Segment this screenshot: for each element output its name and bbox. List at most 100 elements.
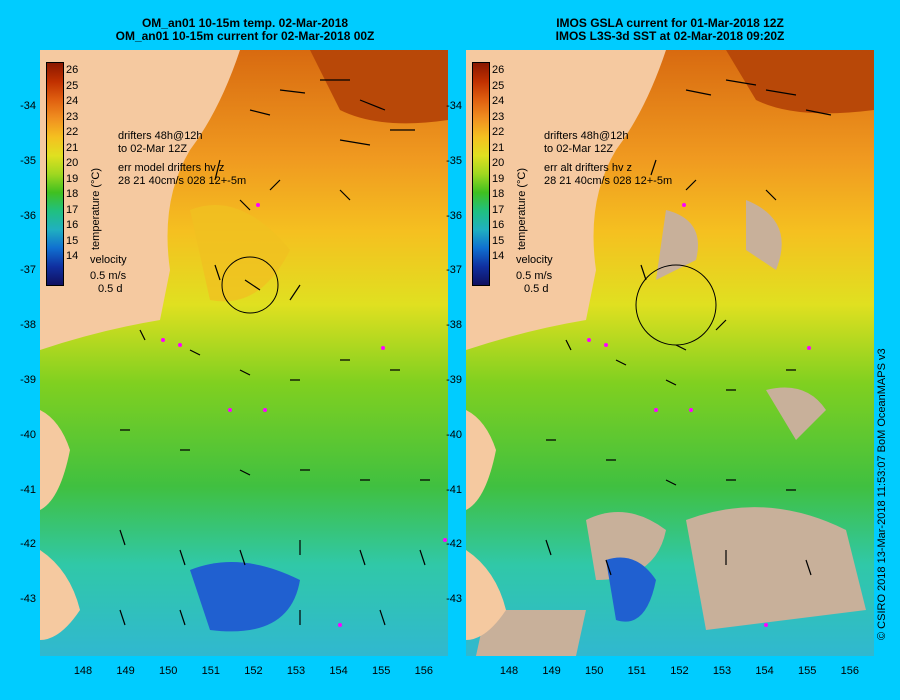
y-axis-label: -40 (20, 428, 36, 441)
x-axis-label: 151 (627, 665, 646, 677)
colorbar-tick: 22 (492, 126, 505, 138)
colorbar-tick: 19 (66, 172, 79, 185)
y-axis-label: -41 (446, 483, 462, 496)
colorbar-tick: 17 (66, 203, 79, 216)
colorbar-tick: 18 (66, 188, 79, 200)
warm-core-right (726, 50, 874, 114)
y-axis-label: -36 (20, 209, 36, 222)
err-note-right-line1: err alt drifters hv z (544, 162, 633, 174)
drifter-dots (161, 203, 447, 627)
eddy-ring-right (635, 264, 717, 346)
velocity-legend: velocity 0.5 m/s 0.5 d (90, 254, 127, 296)
colorbar-tick: 21 (492, 141, 505, 154)
y-axis-label: -40 (446, 428, 462, 441)
y-axis-label: -39 (20, 374, 36, 386)
drifter-note: drifters 48h@12h to 02-Mar 12Z err model… (118, 130, 246, 188)
colorbar-tick: 16 (66, 219, 79, 231)
colorbar-tick: 17 (492, 203, 505, 216)
right-colorbar (472, 62, 490, 286)
colorbar-tick: 19 (492, 172, 505, 185)
x-axis-label: 149 (542, 665, 561, 677)
y-axis-label: -42 (20, 538, 36, 551)
right-title: IMOS GSLA current for 01-Mar-2018 12Z IM… (465, 17, 875, 43)
y-axis-label: -35 (20, 154, 36, 167)
colorbar-tick: 22 (66, 126, 79, 138)
credit-text: © CSIRO 2018 13-Mar-2018 11:53:07 BoM Oc… (876, 348, 888, 640)
drifter-note-line2: to 02-Mar 12Z (118, 143, 188, 155)
x-axis-label: 154 (755, 665, 774, 677)
y-axis-label: -38 (20, 319, 36, 332)
x-axis-label: 148 (499, 665, 519, 677)
y-axis-label: -35 (446, 154, 462, 167)
drifter-note-line1: drifters 48h@12h (118, 130, 203, 142)
colorbar-tick: 15 (66, 234, 79, 247)
eddy-warm (190, 205, 290, 302)
land-island (40, 410, 70, 510)
x-axis-label: 148 (73, 665, 93, 677)
colorbar-tick: 14 (66, 250, 79, 262)
cold-patch (190, 562, 300, 632)
y-axis-label: -34 (20, 100, 36, 112)
drifter-note-right-line2: to 02-Mar 12Z (544, 143, 614, 155)
left-map-svg (40, 50, 448, 656)
velocity-days-right: 0.5 d (524, 283, 549, 295)
y-axis-label: -43 (20, 593, 36, 606)
colorbar-tick: 18 (492, 188, 505, 200)
y-axis-label: -37 (446, 264, 462, 277)
drifter-note-right: drifters 48h@12h to 02-Mar 12Z err alt d… (544, 130, 672, 188)
err-note-line1: err model drifters hv z (118, 162, 225, 174)
colorbar-tick: 21 (66, 141, 79, 154)
colorbar-tick: 20 (66, 157, 79, 169)
land-tasmania-right (466, 550, 506, 640)
x-axis-label: 151 (201, 665, 220, 677)
y-axis-label: -36 (446, 209, 462, 222)
x-axis-label: 155 (372, 665, 391, 677)
land-mainland (40, 50, 240, 350)
eddy-ring (221, 256, 279, 314)
x-axis-label: 156 (840, 665, 859, 677)
right-map-panel: 26 25 24 23 22 21 20 19 18 17 16 15 14 temperature (… (466, 50, 874, 656)
x-axis-label: 155 (798, 665, 817, 677)
land-mainland-right (466, 50, 666, 350)
y-axis-label: -34 (446, 100, 462, 112)
colorbar-tick: 26 (66, 64, 79, 76)
colorbar-tick: 23 (66, 110, 79, 123)
colorbar-title: temperature (°C) (90, 167, 102, 250)
y-axis-label: -38 (446, 319, 462, 332)
colorbar-tick: 25 (66, 79, 79, 92)
colorbar-tick: 24 (66, 95, 79, 107)
left-map-panel: 26 25 24 23 22 21 20 19 18 17 16 15 14 temperature (… (40, 50, 448, 656)
x-axis-label: 152 (670, 665, 689, 677)
left-title-line1: OM_an01 10-15m temp. 02-Mar-2018 (141, 16, 349, 30)
y-axis-label: -39 (446, 374, 462, 386)
current-vectors-right (545, 79, 832, 576)
colorbar-tick: 20 (492, 157, 505, 169)
cold-patch-right (606, 557, 656, 622)
right-title-line1: IMOS GSLA current for 01-Mar-2018 12Z (556, 16, 784, 30)
right-map-svg (466, 50, 874, 656)
velocity-value-right: 0.5 m/s (516, 270, 553, 282)
x-axis-label: 153 (712, 665, 732, 677)
x-axis-label: 156 (414, 665, 433, 677)
x-axis-label: 152 (244, 665, 263, 677)
x-axis-label: 149 (116, 665, 135, 677)
land-island-right (466, 410, 496, 510)
velocity-label-right: velocity (516, 254, 553, 266)
colorbar-tick: 16 (492, 219, 505, 231)
drifter-note-right-line1: drifters 48h@12h (544, 130, 629, 142)
right-title-line2: IMOS L3S-3d SST at 02-Mar-2018 09:20Z (555, 29, 785, 43)
y-axis-label: -43 (446, 593, 462, 606)
y-axis-label: -37 (20, 264, 36, 277)
velocity-days: 0.5 d (98, 283, 123, 295)
cloud-mask (476, 200, 866, 656)
x-axis-label: 150 (159, 665, 178, 677)
colorbar-tick: 24 (492, 95, 505, 107)
drifter-dots-right (587, 203, 811, 627)
left-title-line2: OM_an01 10-15m current for 02-Mar-2018 0… (115, 29, 375, 43)
current-vectors (119, 79, 430, 626)
colorbar-tick: 15 (492, 234, 505, 247)
x-axis-label: 153 (286, 665, 306, 677)
velocity-legend-right: velocity 0.5 m/s 0.5 d (516, 254, 553, 296)
left-title: OM_an01 10-15m temp. 02-Mar-2018 OM_an01… (40, 17, 450, 43)
velocity-value: 0.5 m/s (90, 270, 127, 282)
